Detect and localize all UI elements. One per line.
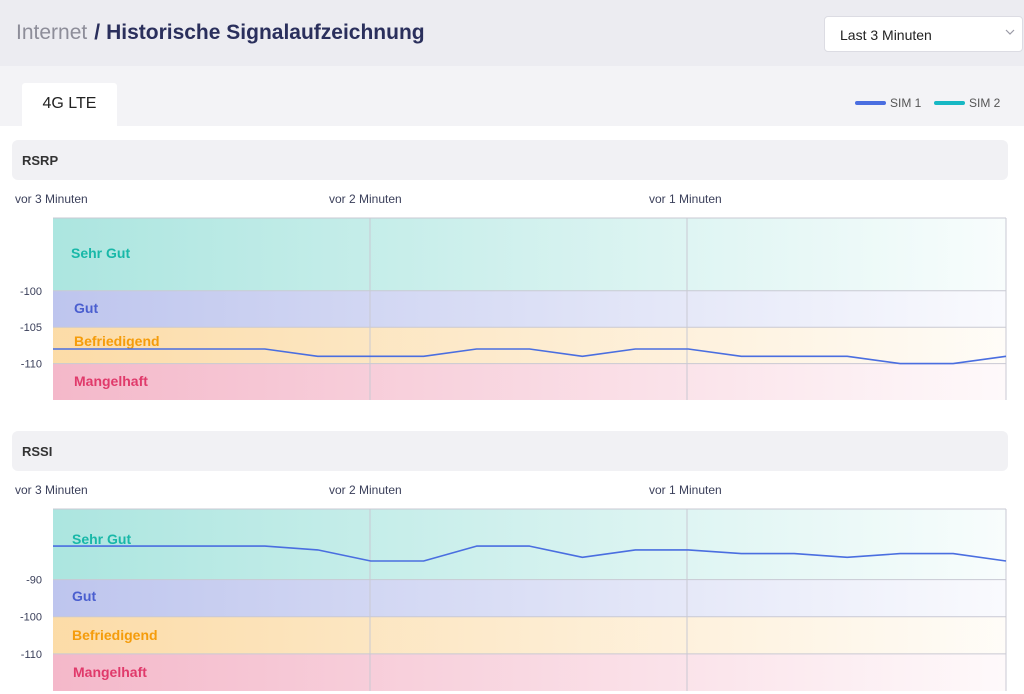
time-range-select[interactable]: Last 3 Minuten — [824, 16, 1023, 52]
breadcrumb-internet-link[interactable]: Internet — [16, 21, 88, 44]
zone-label-gut: Gut — [74, 300, 98, 316]
rsrp-chart: vor 3 Minuten vor 2 Minuten vor 1 Minuten -… — [0, 182, 1024, 402]
zone-band-befriedigend — [53, 616, 1006, 654]
x-tick-label: vor 2 Minuten — [329, 483, 402, 497]
legend-sim-2[interactable]: SIM 2 — [934, 96, 1000, 110]
zone-label-mangelhaft: Mangelhaft — [73, 664, 147, 680]
legend-label-sim-2: SIM 2 — [969, 96, 1001, 110]
time-range-value: Last 3 Minuten — [840, 27, 932, 43]
zone-band-mangelhaft — [53, 363, 1006, 400]
zone-band-gut — [53, 290, 1006, 328]
zone-label-gut: Gut — [72, 588, 96, 604]
zone-band-sehr-gut — [53, 218, 1006, 291]
x-tick-label: vor 1 Minuten — [649, 483, 722, 497]
chevron-down-icon — [1005, 29, 1015, 35]
zone-label-sehr-gut: Sehr Gut — [71, 245, 130, 261]
series-line-sim-1 — [53, 348, 1007, 365]
zone-label-mangelhaft: Mangelhaft — [74, 373, 148, 389]
tabs-bar: 4G LTE — [0, 66, 1024, 126]
rsrp-section-title: RSRP — [22, 153, 59, 168]
zone-label-befriedigend: Befriedigend — [74, 333, 160, 349]
zone-label-befriedigend: Befriedigend — [72, 627, 158, 643]
breadcrumb: Internet / Historische Signalaufzeichnung — [16, 21, 425, 45]
zone-band-mangelhaft — [53, 653, 1006, 691]
y-tick-label: -105 — [20, 322, 42, 334]
y-tick-label: -90 — [26, 575, 42, 587]
rsrp-section-header: RSRP — [12, 140, 1008, 180]
tab-label: 4G LTE — [42, 95, 97, 112]
rssi-section-header: RSSI — [12, 431, 1008, 471]
y-tick-label: -110 — [21, 649, 42, 661]
x-tick-label: vor 2 Minuten — [329, 192, 402, 206]
series-line-sim-1 — [53, 545, 1007, 562]
rsrp-chart-svg: vor 3 Minuten vor 2 Minuten vor 1 Minuten -… — [15, 192, 1007, 400]
rssi-section-title: RSSI — [22, 444, 53, 459]
legend-label-sim-1: SIM 1 — [890, 96, 922, 110]
page-header: Internet / Historische Signalaufzeichnung … — [0, 0, 1024, 66]
y-tick-label: -100 — [20, 612, 42, 624]
rssi-chart-svg: vor 3 Minuten vor 2 Minuten vor 1 Minuten -… — [15, 483, 1007, 691]
zone-band-sehr-gut — [53, 509, 1006, 580]
zone-band-gut — [53, 579, 1006, 617]
rssi-chart: vor 3 Minuten vor 2 Minuten vor 1 Minuten -… — [0, 473, 1024, 694]
tab-4g-lte[interactable]: 4G LTE — [22, 83, 117, 126]
breadcrumb-separator: / — [94, 21, 101, 44]
page-title: Historische Signalaufzeichnung — [106, 21, 425, 44]
legend-swatch-sim-2 — [934, 101, 965, 105]
y-tick-label: -100 — [20, 286, 42, 298]
legend-swatch-sim-1 — [855, 101, 886, 105]
x-tick-label: vor 1 Minuten — [649, 192, 722, 206]
x-tick-label: vor 3 Minuten — [15, 483, 88, 497]
zone-band-befriedigend — [53, 327, 1006, 364]
y-tick-label: -110 — [21, 359, 42, 371]
legend-sim-1[interactable]: SIM 1 — [855, 96, 921, 110]
zone-label-sehr-gut: Sehr Gut — [72, 531, 131, 547]
x-tick-label: vor 3 Minuten — [15, 192, 88, 206]
